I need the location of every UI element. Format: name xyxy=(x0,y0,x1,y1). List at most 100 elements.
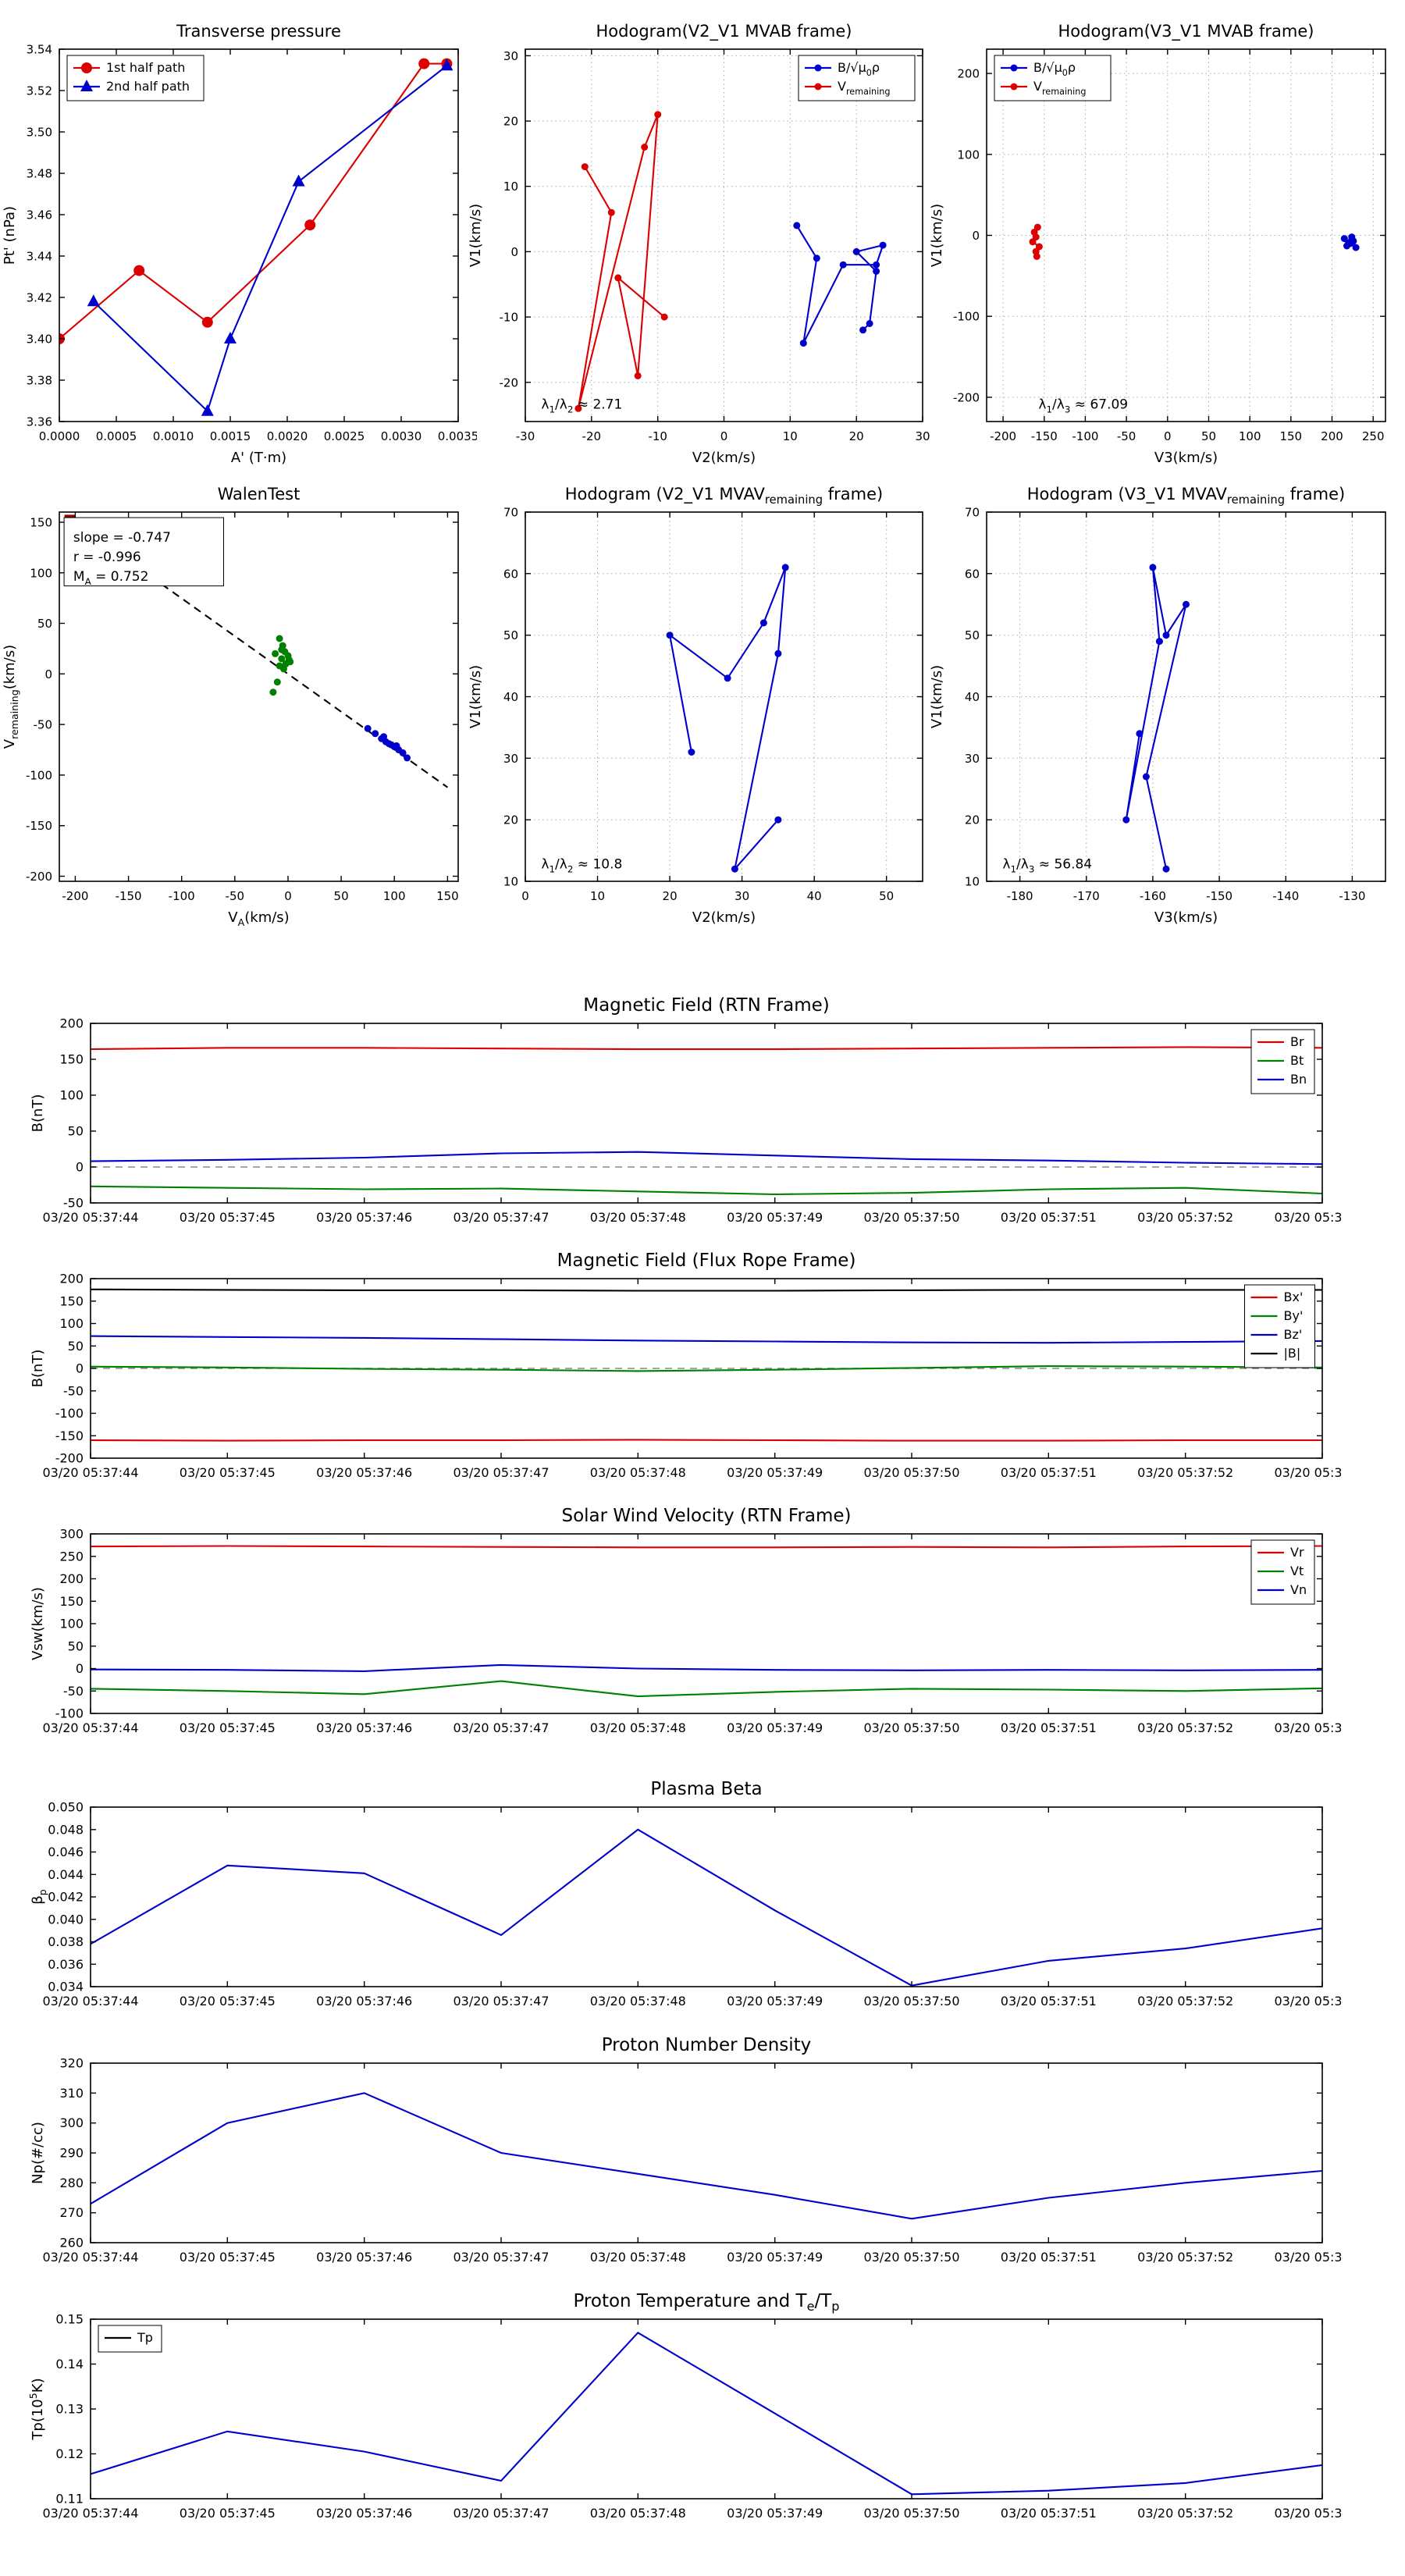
y-tick-label: 310 xyxy=(59,2086,84,2101)
annotation: λ1​/λ3​ ≈ 56.84 xyxy=(1002,856,1092,874)
y-axis-label: B(nT) xyxy=(30,1350,46,1388)
x-tick-label: 03/20 05:37:50 xyxy=(863,1210,959,1225)
x-tick-label: 03/20 05:37:48 xyxy=(590,2506,686,2521)
x-tick-label: 03/20 05:37:44 xyxy=(42,1720,138,1735)
marker-dot xyxy=(873,268,880,275)
y-axis-label: V1(km/s) xyxy=(929,665,945,728)
y-tick-label: 50 xyxy=(965,628,980,642)
y-tick-label: 20 xyxy=(965,813,980,827)
marker-dot xyxy=(814,64,822,72)
marker-triangle xyxy=(80,80,93,91)
x-tick-label: 03/20 05:37:49 xyxy=(727,1210,823,1225)
x-tick-label: -170 xyxy=(1073,889,1100,903)
legend-label: 1st half path xyxy=(106,60,185,75)
x-tick-label: 20 xyxy=(849,429,864,443)
annotation: λ1​/λ2​ ≈ 2.71 xyxy=(541,397,622,415)
y-tick-label: 3.44 xyxy=(27,250,52,264)
y-tick-label: 3.42 xyxy=(27,291,52,305)
y-tick-label: -200 xyxy=(55,1451,84,1466)
x-tick-label: 03/20 05:37:48 xyxy=(590,1720,686,1735)
chart-title: Transverse pressure xyxy=(176,22,341,41)
x-tick-label: 03/20 05:37:46 xyxy=(316,1465,412,1480)
chart-proton-density-svg: 03/20 05:37:44 03/20 05:37:45 03/20 05:37:… xyxy=(30,2035,1371,2265)
marker-dot xyxy=(688,749,695,756)
x-tick-label: 03/20 05:37:45 xyxy=(180,1720,276,1735)
y-tick-label: 3.46 xyxy=(27,208,52,222)
x-tick-label: 03/20 05:37:51 xyxy=(1001,2250,1097,2265)
y-tick-label: 150 xyxy=(59,1293,84,1308)
y-tick-label: 100 xyxy=(59,1088,84,1103)
marker-circle xyxy=(304,219,316,231)
x-tick-label: 03/20 05:37:51 xyxy=(1001,2506,1097,2521)
x-tick-label: 0.0000 xyxy=(39,429,80,443)
annotation: r = -0.996 xyxy=(73,550,141,565)
marker-dot xyxy=(280,665,287,673)
x-tick-label: 0.0010 xyxy=(153,429,194,443)
y-tick-label: 200 xyxy=(59,1571,84,1586)
series-walen-fit-line xyxy=(74,521,449,788)
x-tick-label: 03/20 05:37:52 xyxy=(1137,1465,1233,1480)
y-tick-label: 100 xyxy=(30,566,52,580)
y-tick-label: 70 xyxy=(965,506,980,520)
marker-dot xyxy=(1033,253,1040,260)
y-tick-label: 300 xyxy=(59,1527,84,1542)
x-tick-label: 0.0020 xyxy=(267,429,308,443)
x-tick-label: -150 xyxy=(1206,889,1232,903)
y-axis-label: Vremaining​(km/s) xyxy=(2,645,20,749)
y-tick-label: 30 xyxy=(503,752,518,766)
marker-dot xyxy=(387,741,395,749)
chart-magnetic-field-flux-rope: 03/20 05:37:44 03/20 05:37:45 03/20 05:37:… xyxy=(28,1241,1371,1491)
x-tick-label: 100 xyxy=(383,889,406,903)
chart-plasma-beta: 03/20 05:37:44 03/20 05:37:45 03/20 05:37:… xyxy=(28,1770,1371,2019)
x-tick-label: 03/20 05:37:49 xyxy=(727,1465,823,1480)
x-tick-label: 0 xyxy=(284,889,292,903)
y-tick-label: 200 xyxy=(957,67,980,81)
chart-title: Proton Temperature and Te​/Tp​ xyxy=(573,2291,839,2314)
y-tick-label: 50 xyxy=(503,628,518,642)
x-tick-label: 0.0030 xyxy=(381,429,422,443)
x-axis-label: A' (T·m) xyxy=(231,450,286,466)
legend-label: 2nd half path xyxy=(106,79,190,94)
marker-dot xyxy=(1142,773,1150,781)
y-tick-label: 30 xyxy=(965,752,980,766)
chart-title: Hodogram(V2_V1 MVAB frame) xyxy=(596,22,852,41)
marker-dot xyxy=(866,320,873,327)
x-tick-label: 20 xyxy=(663,889,678,903)
y-tick-label: -200 xyxy=(26,870,52,884)
y-tick-label: 150 xyxy=(59,1052,84,1067)
y-tick-label: 290 xyxy=(59,2146,84,2161)
y-tick-label: -200 xyxy=(953,390,980,404)
x-tick-label: -140 xyxy=(1272,889,1299,903)
legend-box xyxy=(66,55,205,101)
marker-dot xyxy=(278,646,286,653)
marker-dot xyxy=(269,688,277,696)
series-Bz-prime xyxy=(91,1335,1322,1344)
marker-dot xyxy=(793,222,801,229)
x-tick-label: -160 xyxy=(1140,889,1166,903)
legend-box xyxy=(994,55,1112,101)
marker-dot xyxy=(276,635,283,642)
chart-walen-test-svg: -200 -150 -100 -50 0 50 100 150 -200 -150 -100 -50 0… xyxy=(2,485,459,928)
x-tick-label: 03/20 05:37:51 xyxy=(1001,1994,1097,2008)
marker-dot xyxy=(285,656,293,664)
x-tick-label: 03/20 05:37:48 xyxy=(590,2250,686,2265)
chart-hodogram-v3v1-mvavrem-svg: -180 -170 -160 -150 -140 -130 10 20 30 40 50 60 70 Ho… xyxy=(929,485,1386,926)
x-tick-label: 30 xyxy=(915,429,930,443)
chart-solar-wind-velocity: 03/20 05:37:44 03/20 05:37:45 03/20 05:37:… xyxy=(28,1496,1371,1746)
marker-circle xyxy=(81,62,92,73)
marker-dot xyxy=(1149,564,1157,571)
chart-proton-temperature-svg: 03/20 05:37:44 03/20 05:37:45 03/20 05:37:… xyxy=(27,2291,1371,2521)
y-tick-label: 150 xyxy=(30,516,52,530)
marker-dot xyxy=(660,313,668,321)
x-tick-label: 03/20 05:37:52 xyxy=(1137,1210,1233,1225)
x-tick-label: 10 xyxy=(590,889,605,903)
marker-dot xyxy=(852,247,860,255)
annotation: λ1​/λ3​ ≈ 67.09 xyxy=(1038,397,1128,415)
marker-triangle xyxy=(224,332,237,343)
x-tick-label: 0.0035 xyxy=(438,429,477,443)
marker-circle xyxy=(418,58,430,69)
marker-dot xyxy=(1183,600,1190,608)
x-tick-label: 0 xyxy=(521,889,529,903)
